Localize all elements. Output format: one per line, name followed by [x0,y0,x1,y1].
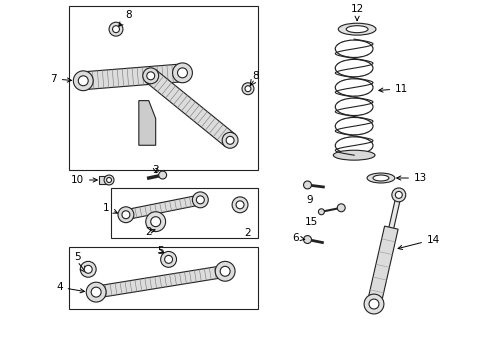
Circle shape [368,299,378,309]
Text: 13: 13 [396,173,427,183]
Circle shape [104,175,114,185]
Text: 7: 7 [50,74,71,84]
Text: 3: 3 [152,165,159,175]
Ellipse shape [346,26,367,33]
Ellipse shape [366,173,394,183]
Circle shape [80,261,96,277]
Text: 9: 9 [305,195,312,205]
Circle shape [177,68,187,78]
Circle shape [78,76,88,86]
Polygon shape [366,226,397,306]
Circle shape [122,211,130,219]
Text: 10: 10 [71,175,97,185]
Text: 14: 14 [397,234,439,249]
Circle shape [106,177,111,183]
Circle shape [145,212,165,231]
Circle shape [146,72,154,80]
Circle shape [196,196,204,204]
Circle shape [161,251,176,267]
Polygon shape [139,100,155,145]
Text: 8: 8 [252,71,259,81]
Text: 2: 2 [244,228,251,238]
Ellipse shape [338,23,375,35]
Bar [111,188,257,238]
Text: 12: 12 [350,4,363,21]
Circle shape [244,86,250,92]
Circle shape [109,22,122,36]
Text: 6: 6 [292,233,304,243]
Bar [69,247,257,309]
Circle shape [391,188,405,202]
Circle shape [220,266,230,276]
Polygon shape [82,64,183,90]
Circle shape [225,136,234,144]
Ellipse shape [333,150,374,160]
Circle shape [192,192,208,208]
Circle shape [142,68,158,84]
Circle shape [86,282,106,302]
Circle shape [318,209,324,215]
Circle shape [91,287,101,297]
Circle shape [364,294,383,314]
Bar [99,176,109,184]
Circle shape [158,171,166,179]
Circle shape [222,132,238,148]
Text: 11: 11 [378,84,407,94]
Circle shape [337,204,345,212]
Circle shape [303,181,311,189]
Text: 5: 5 [157,247,163,256]
Circle shape [112,26,119,33]
Circle shape [242,83,253,95]
Circle shape [150,217,161,227]
Circle shape [303,235,311,243]
Polygon shape [387,194,400,234]
Text: 15: 15 [304,217,318,227]
Circle shape [172,63,192,83]
Circle shape [84,265,92,273]
Text: 5: 5 [74,252,81,262]
Text: 8: 8 [119,10,132,26]
Polygon shape [125,195,201,220]
Circle shape [215,261,235,281]
Polygon shape [145,69,235,147]
Circle shape [164,255,172,264]
Ellipse shape [372,175,388,181]
Circle shape [73,71,93,91]
Circle shape [232,197,247,213]
Text: 2: 2 [145,226,155,237]
Bar [69,6,257,170]
Circle shape [236,201,244,209]
Circle shape [118,207,134,223]
Text: 1: 1 [102,203,117,213]
Text: 4: 4 [56,282,84,293]
Polygon shape [95,265,225,298]
Circle shape [394,192,402,198]
